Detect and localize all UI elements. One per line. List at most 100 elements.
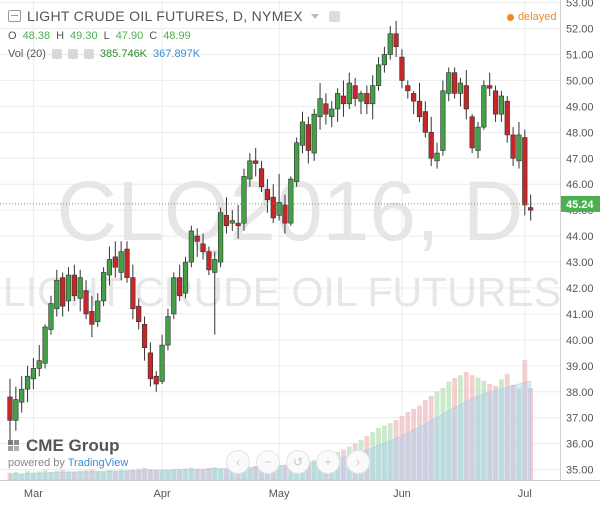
chart-nav-controls: ‹ − ↺ + ›	[226, 450, 370, 474]
volume-bar	[165, 469, 171, 480]
candle-body	[30, 368, 37, 380]
candle-body	[101, 272, 107, 302]
y-tick-label: 42.00	[566, 283, 594, 295]
candle-body	[317, 98, 323, 118]
zoom-out-button[interactable]: −	[256, 450, 280, 474]
volume-bar	[276, 464, 282, 480]
powered-by: powered by TradingView	[8, 457, 128, 469]
volume-bar	[194, 468, 200, 480]
candle-body	[130, 277, 136, 310]
candle-body	[346, 82, 352, 105]
x-tick-label: Apr	[154, 488, 171, 500]
volume-bar	[42, 470, 48, 480]
volume-bar	[25, 471, 30, 480]
close-icon[interactable]	[83, 49, 94, 59]
candle-body	[83, 290, 89, 315]
scroll-left-button[interactable]: ‹	[226, 450, 250, 474]
volume-bar	[95, 471, 101, 480]
volume-bar	[36, 471, 42, 480]
volume-bar	[528, 388, 534, 480]
candle-body	[118, 251, 124, 273]
volume-bar	[434, 391, 440, 480]
candle-body	[258, 168, 265, 188]
y-tick-label: 36.00	[566, 439, 594, 451]
volume-bar	[136, 468, 142, 480]
y-tick-label: 44.00	[566, 231, 594, 243]
candle-body	[352, 85, 358, 99]
chevron-down-icon[interactable]	[310, 13, 319, 19]
candle-body	[522, 137, 528, 206]
candle-body	[492, 90, 499, 115]
volume-bar	[229, 468, 235, 480]
volume-bar	[522, 360, 528, 480]
volume-bar	[31, 472, 36, 480]
scroll-right-button[interactable]: ›	[346, 450, 370, 474]
volume-bar	[393, 420, 399, 480]
candle-body	[200, 243, 206, 252]
candle-body	[36, 360, 42, 369]
candle-body	[528, 207, 534, 211]
volume-bar	[54, 470, 60, 480]
candle-body	[334, 93, 341, 110]
candle-body	[235, 222, 241, 227]
delayed-label: delayed	[518, 11, 557, 23]
volume-bar	[493, 386, 498, 480]
ohlc-low: 47.90	[115, 30, 144, 42]
chart-header: LIGHT CRUDE OIL FUTURES, D, NYMEX O 48.3…	[0, 0, 560, 70]
volume-bar	[200, 469, 206, 480]
volume-bar	[452, 378, 457, 480]
volume-bar	[188, 467, 194, 480]
tradingview-link[interactable]: TradingView	[67, 457, 129, 469]
candle-body	[194, 235, 200, 242]
branding: CME Group powered by TradingView	[8, 436, 128, 469]
volume-bar	[177, 469, 183, 480]
candle-body	[416, 100, 423, 118]
candle-body	[253, 160, 259, 164]
candle-body	[264, 189, 271, 201]
eye-icon[interactable]	[51, 49, 62, 59]
candle-body	[510, 134, 516, 159]
candle-body	[77, 277, 83, 299]
volume-bar	[218, 468, 223, 480]
volume-bar	[499, 379, 504, 480]
candle-body	[13, 399, 19, 421]
candle-body	[288, 178, 294, 224]
candle-body	[60, 277, 66, 307]
candle-body	[247, 160, 253, 180]
candle-body	[428, 132, 434, 159]
volume-bar	[183, 468, 188, 480]
collapse-icon[interactable]	[8, 10, 21, 22]
volume-bar	[19, 473, 25, 480]
last-price-label: 45.24	[566, 199, 594, 211]
volume-bar	[417, 405, 422, 480]
candle-body	[124, 248, 130, 278]
y-tick-label: 37.00	[566, 413, 594, 425]
reset-button[interactable]: ↺	[286, 450, 310, 474]
ohlc-high-key: H	[56, 30, 65, 42]
volume-bar	[112, 470, 118, 480]
candle-body	[381, 54, 388, 66]
volume-bar	[475, 377, 481, 480]
volume-bar	[481, 380, 487, 480]
volume-bar	[224, 469, 229, 480]
candle-body	[516, 134, 522, 162]
candle-body	[241, 176, 247, 224]
volume-bar	[428, 396, 434, 480]
candle-body	[340, 95, 347, 105]
candle-body	[212, 259, 218, 273]
candle-body	[153, 375, 159, 385]
candle-body	[182, 261, 189, 294]
candle-body	[399, 56, 405, 81]
volume-label: Vol (20)	[8, 48, 46, 60]
format-icon[interactable]	[67, 49, 78, 59]
settings-icon[interactable]	[328, 10, 340, 22]
y-tick-label: 47.00	[566, 153, 594, 165]
candle-body	[136, 305, 142, 323]
ohlc-close-key: C	[149, 30, 158, 42]
volume-bar	[387, 423, 393, 480]
candle-body	[364, 93, 370, 105]
y-tick-label: 49.00	[566, 101, 594, 113]
zoom-in-button[interactable]: +	[316, 450, 340, 474]
candle-body	[311, 113, 317, 154]
